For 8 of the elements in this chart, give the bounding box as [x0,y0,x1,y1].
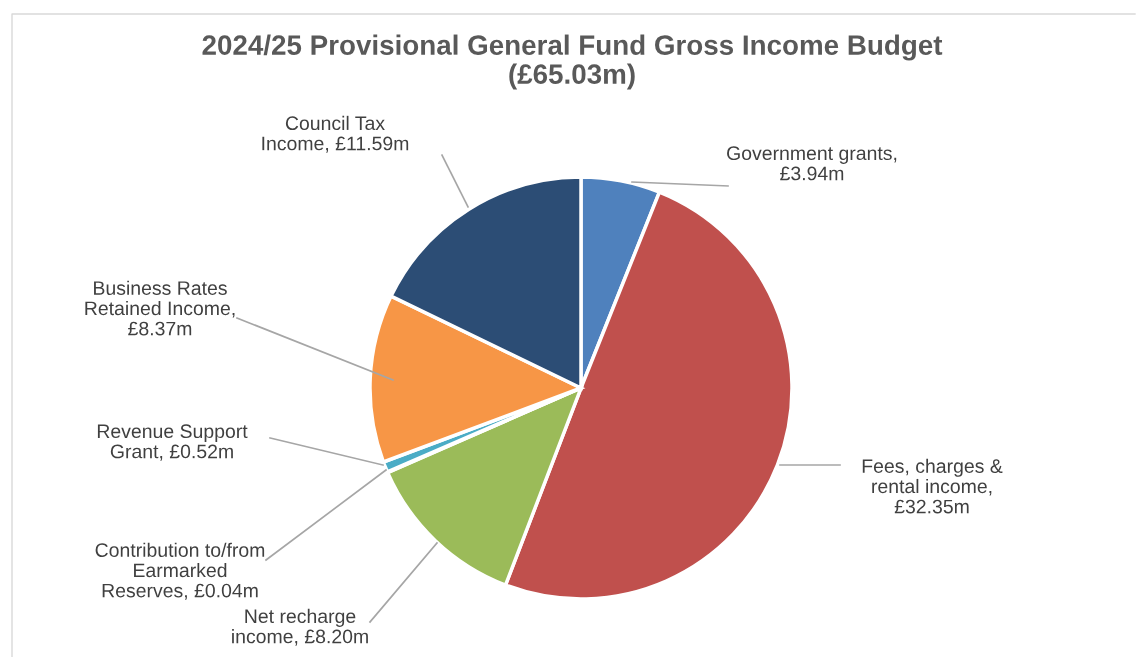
slice-label: Business Rates Retained Income, £8.37m [85,280,235,336]
slice-label: Fees, charges & rental income, £32.35m [862,458,1003,514]
slice-label: Government grants, £3.94m [727,146,897,181]
slice-label: Revenue Support Grant, £0.52m [97,424,248,461]
slice-label: Contribution to/from Earmarked Reserves, £0.04m [95,542,265,600]
chart-title: 2024/25 Provisional General Fund Gross Income Budget (£65.03m) [202,34,943,90]
slice-label: Net recharge income, £8.20m [232,608,368,646]
slice-label: Council Tax Income, £11.59m [262,115,409,153]
